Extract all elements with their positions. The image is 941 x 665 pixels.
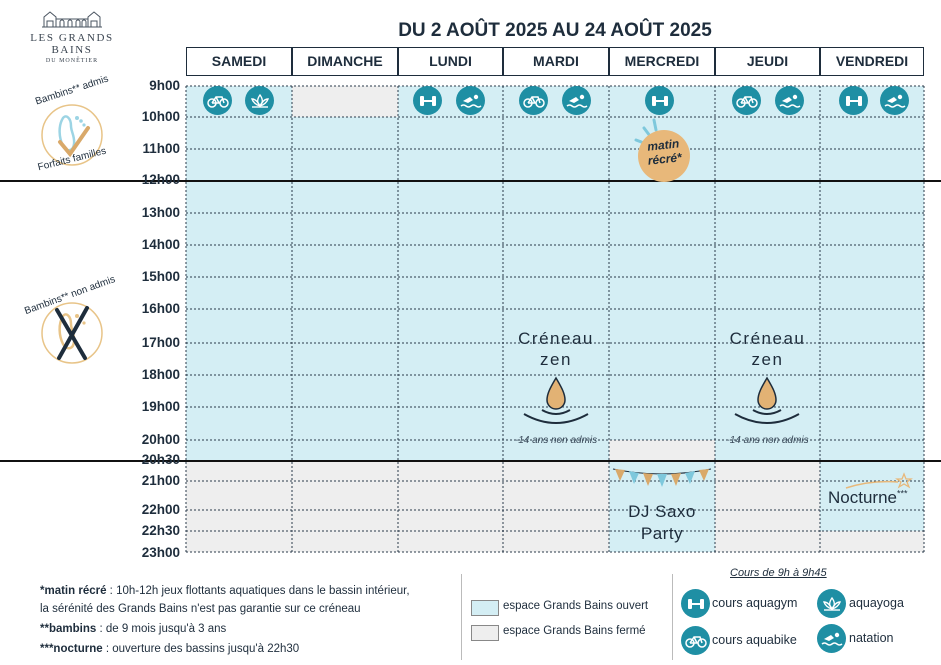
swimmer-icon bbox=[775, 86, 804, 115]
brand-logo: LES GRANDS BAINS DU MONÊTIER bbox=[8, 10, 136, 70]
hour-label: 20h00 bbox=[141, 432, 180, 447]
nocturne-mark: *** bbox=[896, 488, 908, 499]
bike-icon bbox=[732, 86, 761, 115]
day-header-jeudi: JEUDI bbox=[715, 47, 820, 76]
hour-label: 14h00 bbox=[141, 237, 180, 252]
legend-aquayoga: aquayoga bbox=[849, 596, 904, 610]
creneau-zen-note: -14 ans non admis bbox=[726, 435, 809, 446]
legend-natation: natation bbox=[849, 631, 894, 645]
creneau-zen-line1: Créneau bbox=[518, 329, 594, 348]
footprint-cross-icon bbox=[41, 302, 103, 364]
creneau-zen-line2: zen bbox=[540, 350, 572, 369]
water-drop-icon bbox=[523, 376, 589, 424]
dj-line2: Party bbox=[640, 524, 684, 543]
hour-label: 19h00 bbox=[141, 399, 180, 414]
footnote-text: : ouverture des bassins jusqu'à 22h30 bbox=[102, 643, 300, 655]
bike-icon bbox=[203, 86, 232, 115]
legend-open-label: espace Grands Bains ouvert bbox=[503, 600, 649, 612]
bike-icon bbox=[681, 626, 710, 655]
day-header-mardi: MARDI bbox=[503, 47, 609, 76]
legend-aquabike: cours aquabike bbox=[712, 633, 797, 647]
footnote-text: la sérénité des Grands Bains n'est pas g… bbox=[40, 603, 361, 615]
footnote-text: : 10h-12h jeux flottants aquatiques dans… bbox=[106, 585, 410, 597]
hour-label: 21h00 bbox=[141, 473, 180, 488]
footnote-text: : de 9 mois jusqu'à 3 ans bbox=[96, 623, 227, 635]
page-title: DU 2 AOÛT 2025 AU 24 AOÛT 2025 bbox=[398, 20, 712, 41]
day-header-vendredi: VENDREDI bbox=[820, 47, 924, 76]
building-icon bbox=[42, 11, 102, 28]
hour-label: 16h00 bbox=[141, 301, 180, 316]
day-header-dimanche: DIMANCHE bbox=[292, 47, 398, 76]
legend-divider bbox=[461, 574, 462, 660]
hour-label: 17h00 bbox=[141, 335, 180, 350]
courses-title: Cours de 9h à 9h45 bbox=[730, 567, 827, 579]
splash-icon bbox=[634, 118, 690, 182]
dumbbell-icon bbox=[839, 86, 868, 115]
bambins-non-admis-badge bbox=[33, 294, 111, 372]
creneau-zen-jeudi: Créneau zen bbox=[715, 328, 820, 370]
lotus-icon bbox=[245, 86, 274, 115]
footnote-key: *matin récré bbox=[40, 585, 107, 597]
footnote-line: *matin récré : 10h-12h jeux flottants aq… bbox=[40, 582, 460, 600]
dumbbell-icon bbox=[413, 86, 442, 115]
shooting-star-icon bbox=[845, 472, 913, 489]
hour-label: 12h00 bbox=[141, 172, 180, 187]
bike-icon bbox=[519, 86, 548, 115]
hour-label: 13h00 bbox=[141, 205, 180, 220]
legend-closed-swatch bbox=[471, 625, 499, 641]
nocturne-label: Nocturne*** bbox=[828, 488, 924, 508]
creneau-zen-note: -14 ans non admis bbox=[514, 435, 598, 446]
swimmer-icon bbox=[456, 86, 485, 115]
footnotes: *matin récré : 10h-12h jeux flottants aq… bbox=[40, 582, 460, 658]
hour-label: 10h00 bbox=[141, 109, 180, 124]
separator-noon bbox=[0, 180, 941, 182]
footnote-key: **bambins bbox=[40, 623, 97, 635]
water-drop-icon bbox=[734, 376, 800, 424]
footnote-line: ***nocturne : ouverture des bassins jusq… bbox=[40, 640, 460, 658]
dumbbell-icon bbox=[645, 86, 674, 115]
legend-open-swatch bbox=[471, 600, 499, 616]
hour-label: 15h00 bbox=[141, 269, 180, 284]
separator-evening bbox=[0, 460, 941, 462]
creneau-zen-line1: Créneau bbox=[729, 329, 806, 348]
bambins-admis-badge bbox=[33, 96, 111, 174]
bunting-icon bbox=[612, 468, 712, 487]
hour-label: 22h30 bbox=[141, 523, 180, 538]
swimmer-icon bbox=[880, 86, 909, 115]
creneau-zen-line2: zen bbox=[751, 350, 784, 369]
dj-line1: DJ Saxo bbox=[628, 502, 696, 521]
hour-label: 23h00 bbox=[141, 545, 180, 560]
legend-closed-label: espace Grands Bains fermé bbox=[503, 625, 646, 637]
nocturne-text: Nocturne bbox=[828, 488, 897, 507]
footprint-check-icon bbox=[41, 104, 103, 166]
footnote-line: la sérénité des Grands Bains n'est pas g… bbox=[40, 600, 460, 618]
day-header-mercredi: MERCREDI bbox=[609, 47, 715, 76]
swimmer-icon bbox=[817, 624, 846, 653]
legend-divider bbox=[672, 574, 673, 660]
hour-label: 22h00 bbox=[141, 502, 180, 517]
brand-subtitle: DU MONÊTIER bbox=[45, 58, 99, 64]
brand-name: LES GRANDS BAINS bbox=[30, 32, 114, 56]
hour-label: 9h00 bbox=[149, 78, 180, 93]
hour-label: 20h30 bbox=[141, 452, 180, 467]
legend-aquagym: cours aquagym bbox=[712, 596, 798, 610]
dumbbell-icon bbox=[681, 589, 710, 618]
footnote-key: ***nocturne bbox=[40, 643, 103, 655]
hour-label: 18h00 bbox=[141, 367, 180, 382]
lotus-icon bbox=[817, 589, 846, 618]
day-header-lundi: LUNDI bbox=[398, 47, 503, 76]
swimmer-icon bbox=[562, 86, 591, 115]
hour-label: 11h00 bbox=[142, 141, 180, 156]
creneau-zen-mardi: Créneau zen bbox=[503, 328, 609, 370]
matin-recre-badge: matin récré* bbox=[628, 118, 698, 184]
footnote-line: **bambins : de 9 mois jusqu'à 3 ans bbox=[40, 620, 460, 638]
day-header-samedi: SAMEDI bbox=[186, 47, 292, 76]
dj-saxo-party: DJ Saxo Party bbox=[609, 501, 715, 545]
